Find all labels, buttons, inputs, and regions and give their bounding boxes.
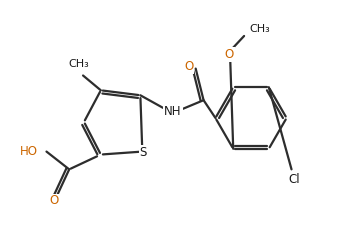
Text: NH: NH xyxy=(164,105,182,118)
Text: O: O xyxy=(184,60,193,73)
Text: O: O xyxy=(50,195,59,207)
Text: S: S xyxy=(140,146,147,159)
Text: HO: HO xyxy=(20,145,38,158)
Text: O: O xyxy=(225,48,234,61)
Text: CH₃: CH₃ xyxy=(249,24,270,34)
Text: CH₃: CH₃ xyxy=(69,59,90,69)
Text: Cl: Cl xyxy=(289,173,300,186)
